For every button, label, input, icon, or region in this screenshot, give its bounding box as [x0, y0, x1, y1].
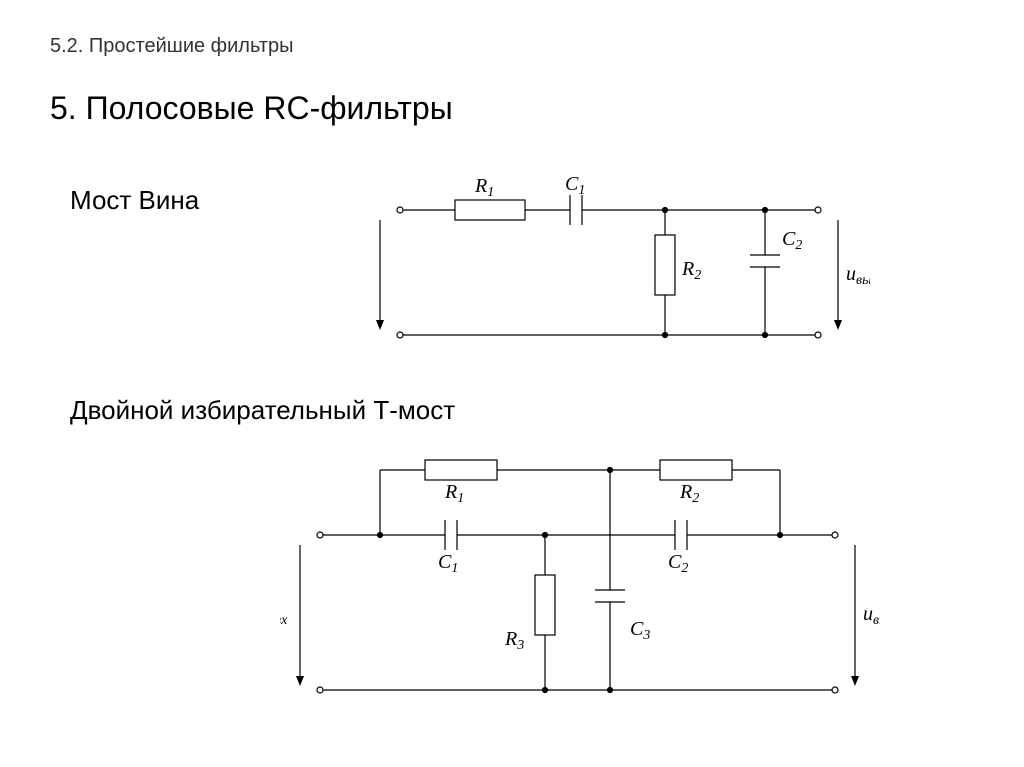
breadcrumb: 5.2. Простейшие фильтры	[50, 35, 293, 58]
twin-t-circuit: R1 R2 C1 C2 R3 C3 uвх uвых	[280, 440, 880, 720]
subheading-tbridge: Двойной избирательный Т-мост	[70, 395, 455, 426]
svg-text:C1: C1	[565, 173, 585, 198]
svg-text:uвых: uвых	[846, 263, 870, 288]
svg-text:R2: R2	[681, 258, 701, 283]
svg-text:C2: C2	[782, 228, 802, 253]
svg-text:R1: R1	[474, 175, 494, 200]
page-title: 5. Полосовые RC-фильтры	[50, 90, 453, 127]
subheading-wien: Мост Вина	[70, 185, 199, 216]
wien-bridge-circuit: R1 C1 R2 C2 uвх uвых	[370, 170, 870, 370]
